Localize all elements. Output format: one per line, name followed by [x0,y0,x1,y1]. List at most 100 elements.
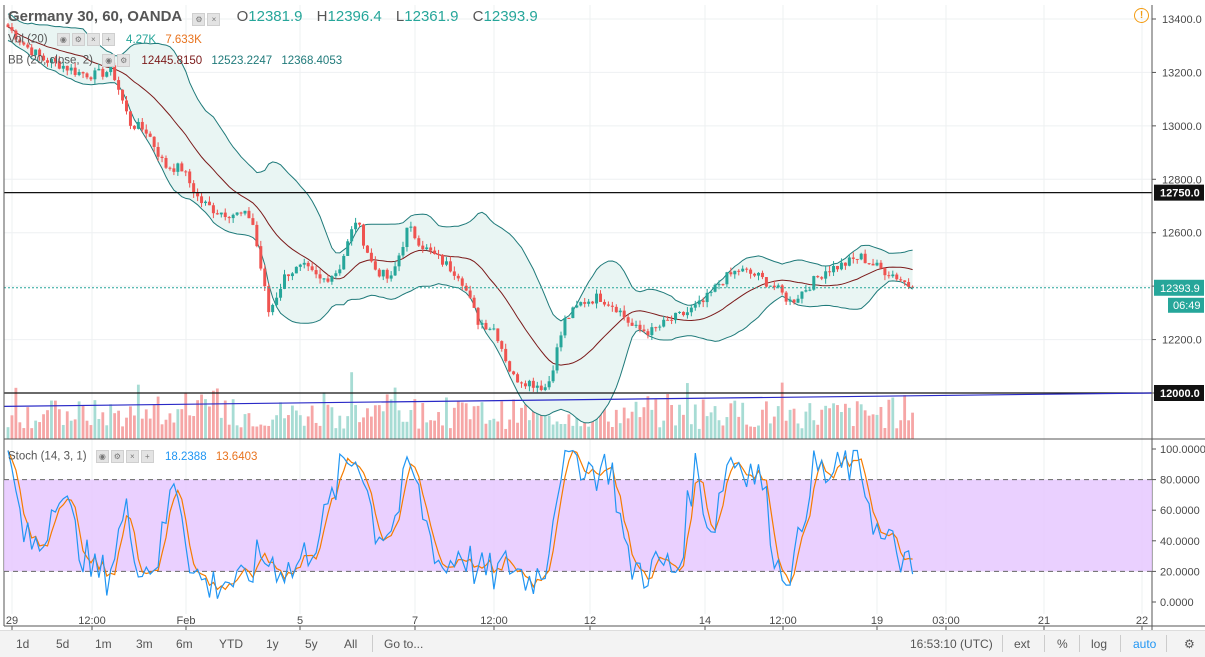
candle-body [508,361,512,372]
volume-bar [421,402,425,439]
candle [567,317,571,319]
candle-body [417,238,421,246]
range-5y[interactable]: 5y [305,637,318,651]
gear-icon[interactable]: ⚙ [110,450,124,463]
range-all[interactable]: All [344,637,358,651]
volume-bar [385,394,389,439]
candle-body [760,272,764,278]
eye-icon[interactable]: ◉ [95,450,109,463]
candle [606,301,610,307]
candle [306,260,310,272]
range-1m[interactable]: 1m [95,637,112,651]
volume-bar [212,390,215,439]
goto-button[interactable]: Go to... [384,637,424,651]
volume-bar [89,425,93,439]
candle [121,89,125,104]
close-icon[interactable]: × [86,33,100,46]
more-icon[interactable]: + [101,33,115,46]
stoch-legend[interactable]: Stoch (14, 3, 1) ◉ ⚙ × + 18.2388 13.6403 [8,450,257,463]
bb-buttons[interactable]: ◉ ⚙ [102,54,132,67]
more-icon[interactable]: + [140,450,154,463]
price-chart[interactable]: 13400.013200.013000.012800.012600.012400… [0,0,1205,630]
range-5d[interactable]: 5d [56,637,70,651]
stoch-buttons[interactable]: ◉ ⚙ × + [95,450,156,463]
candle-body [753,273,757,276]
candle-body [701,300,705,303]
gear-icon[interactable]: ⚙ [1184,637,1195,651]
range-1d[interactable]: 1d [16,637,30,651]
auto-toggle[interactable]: auto [1133,637,1157,651]
candle-body [792,299,796,303]
candle-body [243,210,247,214]
stoch-d-value: 13.6403 [215,450,258,463]
header-buttons[interactable]: ⚙ × [192,9,222,26]
candle [223,208,227,221]
gear-icon[interactable]: ⚙ [117,54,131,67]
eye-icon[interactable]: ◉ [102,54,116,67]
candle [101,66,105,80]
volume-bar [346,416,350,439]
bottom-toolbar: 1d 5d 1m 3m 6m YTD 1y 5y All Go to... 16… [0,630,1205,657]
candle-body [350,229,354,242]
volume-bar [61,424,65,439]
volume-bar [275,415,278,439]
settings-icon[interactable]: ⚙ [192,12,206,26]
candle-body [784,292,788,302]
ext-toggle[interactable]: ext [1014,637,1031,651]
range-ytd[interactable]: YTD [219,637,243,651]
candle [401,241,405,258]
candle [164,155,168,169]
volume-bar [492,418,496,439]
volume-bar [559,424,563,439]
candle-body [796,298,800,303]
candle-body [322,278,326,280]
candle [377,268,381,278]
candle-body [859,253,863,260]
percent-toggle[interactable]: % [1057,637,1068,651]
candle-body [413,226,417,239]
volume-bar [658,427,662,439]
range-1y[interactable]: 1y [266,637,279,651]
volume-bar [231,399,235,439]
candle [504,343,508,363]
candle [105,70,109,78]
volume-bar [251,426,255,439]
range-6m[interactable]: 6m [176,637,193,651]
candle-body [211,205,215,214]
candle [460,276,464,291]
volume-bar [705,416,709,439]
candle-body [318,274,322,279]
candle [409,221,413,232]
range-3m[interactable]: 3m [136,637,153,651]
candle [452,266,456,280]
close-icon[interactable]: × [125,450,139,463]
log-toggle[interactable]: log [1091,637,1108,651]
vol-legend[interactable]: Vol (20) ◉ ⚙ × + 4.27K 7.633K [8,33,202,46]
vol-buttons[interactable]: ◉ ⚙ × + [56,33,117,46]
volume-bar [73,419,77,439]
candle [338,264,342,276]
candle-body [204,201,207,204]
volume-bar [844,403,847,439]
candle-body [437,254,441,256]
candle-body [196,192,200,197]
bb-legend[interactable]: BB (20, close, 2) ◉ ⚙ 12445.8150 12523.22… [8,54,342,67]
candle [701,297,705,308]
stoch-tick-label: 100.0000 [1160,444,1205,456]
candle [595,289,599,309]
eye-icon[interactable]: ◉ [56,33,70,46]
alert-icon[interactable]: ! [1134,8,1149,23]
candle-body [401,247,405,256]
bb-lower-value: 12368.4053 [281,54,343,67]
candle-body [168,167,172,169]
candle [81,71,85,79]
candle [520,381,523,388]
candle-body [184,171,188,173]
vol-name: Vol (20) [8,33,48,46]
volume-bar [824,405,828,439]
symbol-title[interactable]: Germany 30, 60, OANDA [8,8,183,25]
close-icon[interactable]: × [207,12,221,26]
level-tag [1154,385,1204,401]
candle-body [768,285,772,287]
gear-icon[interactable]: ⚙ [71,33,85,46]
